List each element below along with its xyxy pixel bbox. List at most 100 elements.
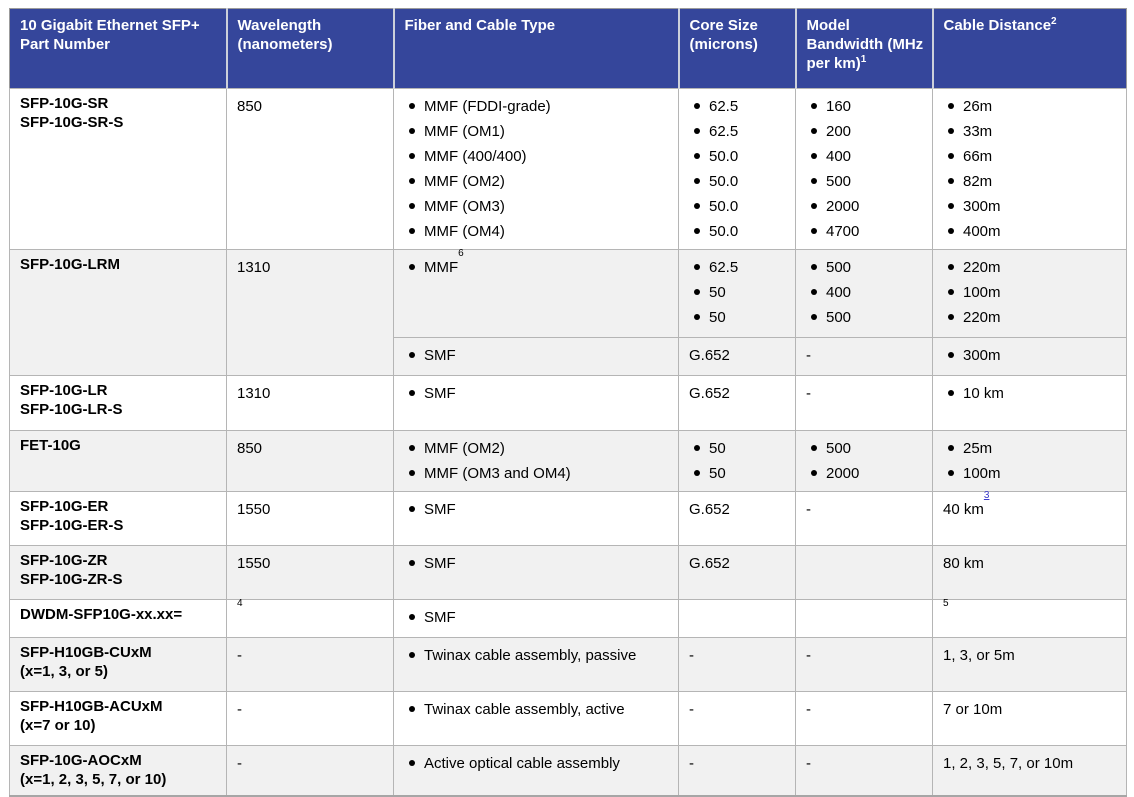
footnote-ref-6: 6: [458, 248, 464, 259]
table-body: SFP-10G-SR SFP-10G-SR-S 850 MMF (FDDI-grade…: [9, 88, 1127, 796]
cell-text: 400: [826, 148, 852, 165]
cell-core-size: 62.5 50 50: [678, 249, 796, 338]
column-header-label: Core Size (microns): [689, 17, 763, 53]
value: 40 km 3: [943, 490, 1118, 522]
bullet-icon: [409, 103, 415, 109]
table-row: SFP-10G-ER SFP-10G-ER-S 1550 SMF G.652 - 40 km…: [9, 490, 1127, 546]
table-row: DWDM-SFP10G-xx.xx= 4 SMF 5: [9, 599, 1127, 638]
bullet-icon: [811, 153, 817, 159]
value: G.652: [689, 551, 787, 576]
cell-text: 50: [709, 440, 726, 457]
value: G.652: [689, 381, 787, 406]
value: 7 or 10m: [943, 697, 1118, 722]
bullet-icon: [694, 153, 700, 159]
bullet-icon: [811, 203, 817, 209]
bulleted-value: MMF (FDDI-grade): [404, 94, 670, 119]
cell-text: DWDM-SFP10G-xx.xx=: [20, 606, 183, 623]
cell-part-number: SFP-10G-LRM: [9, 249, 227, 376]
bullet-icon: [409, 128, 415, 134]
cell-text: MMF (OM2): [424, 173, 505, 190]
cell-text: 500: [826, 259, 852, 276]
cell-text: 50.0: [709, 223, 739, 240]
value: -: [806, 643, 924, 668]
column-header-distance: Cable Distance2: [931, 8, 1127, 89]
bulleted-value: 33m: [943, 119, 1118, 144]
bullet-icon: [948, 390, 954, 396]
cell-text: 1, 3, or 5m: [943, 647, 1015, 664]
value: -: [237, 697, 385, 722]
column-header-wavelength: Wavelength (nanometers): [225, 8, 394, 89]
cell-part-number: SFP-H10GB-CUxM (x=1, 3, or 5): [9, 637, 227, 692]
value: DWDM-SFP10G-xx.xx=: [20, 605, 218, 624]
cell-bandwidth: -: [795, 491, 933, 546]
cell-text: G.652: [689, 555, 730, 572]
bulleted-value: 10 km: [943, 381, 1118, 406]
bullet-icon: [948, 153, 954, 159]
bulleted-value: SMF: [404, 551, 670, 576]
bullet-icon: [409, 506, 415, 512]
bulleted-value: 50.0: [689, 219, 787, 244]
bulleted-value: 500: [806, 169, 924, 194]
cell-text: SMF: [424, 609, 456, 626]
cell-part-number: SFP-10G-LR SFP-10G-LR-S: [9, 375, 227, 431]
table-row: FET-10G 850 MMF (OM2) MMF (OM3 and OM4) 50 50…: [9, 430, 1127, 492]
cell-bandwidth: -: [795, 745, 933, 796]
bulleted-value: 400: [806, 280, 924, 305]
cell-text: 100m: [963, 465, 1001, 482]
bullet-icon: [409, 760, 415, 766]
cell-wavelength: -: [226, 637, 394, 692]
cell-fiber-type: MMF (FDDI-grade) MMF (OM1) MMF (400/400) MM…: [393, 88, 679, 250]
cell-text: 500: [826, 173, 852, 190]
footnote-link-3[interactable]: 3: [983, 490, 990, 501]
bulleted-value: 50: [689, 461, 787, 486]
bulleted-value: MMF 6: [404, 248, 670, 280]
cell-wavelength: 1550: [226, 545, 394, 600]
cell-text: 50: [709, 309, 726, 326]
bulleted-value: MMF (OM4): [404, 219, 670, 244]
value: SFP-H10GB-CUxM: [20, 643, 218, 662]
cell-fiber-type: SMF: [393, 545, 679, 600]
bullet-icon: [694, 289, 700, 295]
bullet-icon: [694, 178, 700, 184]
cell-text: 82m: [963, 173, 993, 190]
bullet-icon: [811, 470, 817, 476]
bullet-icon: [409, 560, 415, 566]
cell-distance: 1, 2, 3, 5, 7, or 10m: [932, 745, 1127, 796]
column-header-bandwidth: Model Bandwidth (MHz per km)1: [794, 8, 933, 89]
cell-text: 80 km: [943, 555, 984, 572]
cell-text: 66m: [963, 148, 993, 165]
cell-core-size: 50 50: [678, 430, 796, 492]
value: 1310: [237, 255, 385, 280]
cell-text: (x=1, 2, 3, 5, 7, or 10): [20, 771, 167, 788]
cell-text: MMF (OM4): [424, 223, 505, 240]
cell-part-number: SFP-10G-ZR SFP-10G-ZR-S: [9, 545, 227, 600]
bulleted-value: MMF (OM1): [404, 119, 670, 144]
bulleted-value: 200: [806, 119, 924, 144]
bullet-icon: [694, 128, 700, 134]
bullet-icon: [694, 203, 700, 209]
cell-text: -: [237, 755, 242, 772]
bulleted-value: 400: [806, 144, 924, 169]
cell-text: 50: [709, 284, 726, 301]
bullet-icon: [409, 352, 415, 358]
cell-text: MMF (OM1): [424, 123, 505, 140]
cell-distance: 10 km: [932, 375, 1127, 431]
cell-fiber-type: SMF: [393, 491, 679, 546]
value: 1, 3, or 5m: [943, 643, 1118, 668]
cell-text: 2000: [826, 198, 860, 215]
cell-bandwidth: -: [795, 337, 933, 376]
cell-bandwidth: [795, 545, 933, 600]
column-header-label: 10 Gigabit Ethernet SFP+ Part Number: [20, 17, 204, 53]
cell-bandwidth: -: [795, 375, 933, 431]
bulleted-value: 82m: [943, 169, 1118, 194]
value: 80 km: [943, 551, 1118, 576]
cell-text: SFP-10G-ZR: [20, 552, 108, 569]
cell-text: -: [806, 755, 811, 772]
cell-text: 4700: [826, 223, 860, 240]
column-header-fiber-type: Fiber and Cable Type: [392, 8, 679, 89]
bulleted-value: 50: [689, 305, 787, 330]
bullet-icon: [409, 706, 415, 712]
table-row: SFP-10G-ZR SFP-10G-ZR-S 1550 SMF G.652 80 km: [9, 545, 1127, 600]
bullet-icon: [811, 128, 817, 134]
value: 1, 2, 3, 5, 7, or 10m: [943, 751, 1118, 776]
